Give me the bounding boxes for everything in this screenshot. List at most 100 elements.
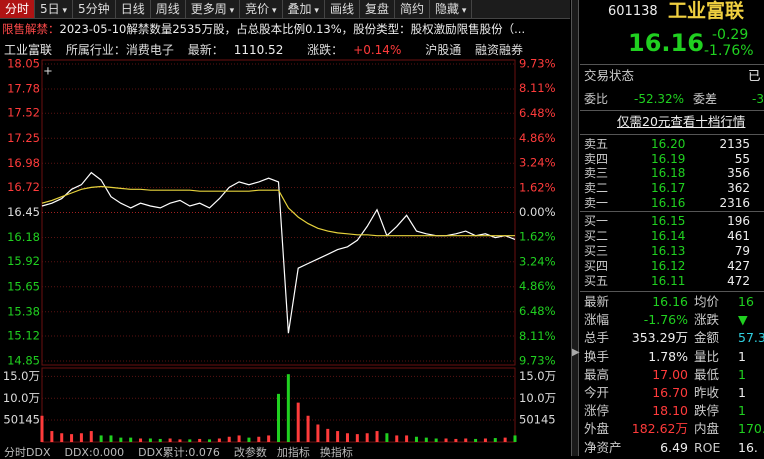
stat-label: ROE bbox=[694, 439, 721, 455]
promo-link[interactable]: 仅需20元查看十档行情 bbox=[617, 114, 746, 129]
y2-tick-label: 9.73% bbox=[519, 57, 556, 71]
volume-bar bbox=[129, 437, 133, 442]
y2-tick-label: 3.24% bbox=[519, 156, 556, 170]
toolbar: 分时 5日 ▾ 5分钟 日线 周线 更多周 ▾ 竞价 ▾ 叠加 ▾ 画线 复盘 简约 隐藏 ▾ bbox=[0, 0, 570, 19]
indicator-item: DDX累计:0.076 bbox=[138, 446, 220, 459]
y2-tick-label: 6.48% bbox=[519, 106, 556, 120]
tag[interactable]: 融资融券 bbox=[475, 43, 524, 57]
indicator-item[interactable]: 改参数 bbox=[233, 446, 267, 459]
plot-border bbox=[41, 367, 516, 443]
series-line bbox=[41, 171, 516, 334]
chart-header: 工业富联 所属行业：消费电子 最新： 1110.52 涨跌： +0.14% 沪股通 … bbox=[4, 44, 533, 56]
splitter[interactable] bbox=[571, 0, 579, 456]
volume-bar bbox=[355, 434, 359, 442]
tab[interactable]: 周线 bbox=[151, 0, 186, 18]
cursor: + bbox=[43, 64, 53, 78]
book-price: 16.12 bbox=[651, 259, 686, 273]
y2-tick-label: 0.00% bbox=[519, 205, 556, 219]
dropdown-arrow: ▾ bbox=[269, 6, 277, 16]
tab[interactable]: 分时 bbox=[0, 0, 36, 18]
y-tick-label: 15.65 bbox=[7, 279, 40, 293]
indicator-item[interactable]: 加指标 bbox=[276, 446, 310, 459]
tab[interactable]: 简约 bbox=[395, 0, 430, 18]
weibi-label: 委比 bbox=[584, 92, 609, 106]
index-latest: 最新： 1110.52 bbox=[188, 43, 294, 57]
tag[interactable]: 沪股通 bbox=[425, 43, 462, 57]
divider bbox=[580, 134, 764, 135]
tab[interactable]: 隐藏 ▾ bbox=[430, 0, 473, 18]
stat-label: 均价 bbox=[694, 294, 720, 309]
weidiff-value: -3 bbox=[752, 92, 764, 106]
stat-value: 182.62万 bbox=[631, 421, 688, 437]
tab[interactable]: 叠加 ▾ bbox=[283, 0, 325, 18]
dropdown-arrow: ▾ bbox=[311, 6, 319, 16]
indicator-item[interactable]: 换指标 bbox=[319, 446, 353, 459]
y2-tick-label: 6.48% bbox=[519, 304, 556, 318]
stat-value: 353.29万 bbox=[631, 330, 688, 346]
y-tick-label: 10.0万 bbox=[3, 391, 40, 405]
y-tick-label: 17.52 bbox=[7, 106, 40, 120]
volume-bar bbox=[434, 438, 438, 442]
book-level: 买四 bbox=[584, 259, 609, 273]
book-level: 买三 bbox=[584, 244, 609, 258]
volume-bar bbox=[405, 435, 409, 442]
volume-bar bbox=[424, 437, 428, 442]
book-price: 16.14 bbox=[651, 229, 686, 243]
y-tick-label: 15.12 bbox=[7, 328, 40, 342]
series-line bbox=[41, 185, 515, 237]
book-price: 16.11 bbox=[651, 274, 686, 288]
book-level: 买五 bbox=[584, 274, 609, 288]
quote-price: 16.16 bbox=[628, 29, 704, 57]
dropdown-arrow: ▾ bbox=[226, 6, 235, 16]
status-value: 已 bbox=[748, 68, 761, 83]
stat-label: 跌停 bbox=[694, 403, 720, 419]
book-price: 16.16 bbox=[651, 196, 686, 210]
tab[interactable]: 复盘 bbox=[360, 0, 395, 18]
quote-code: 601138 bbox=[608, 4, 658, 19]
book-level: 卖一 bbox=[584, 196, 609, 210]
divider bbox=[580, 110, 764, 111]
indicator-item: DDX:0.000 bbox=[64, 446, 125, 459]
volume-bar bbox=[139, 438, 143, 442]
y2-tick-label: 8.11% bbox=[519, 81, 556, 95]
y-tick-label: 17.25 bbox=[7, 131, 40, 145]
book-price: 16.17 bbox=[651, 181, 686, 195]
collapse-arrow[interactable]: ▶ bbox=[572, 347, 580, 358]
volume-bar bbox=[474, 438, 478, 442]
y-tick-label: 15.0万 bbox=[3, 369, 40, 383]
volume-bar bbox=[286, 374, 290, 442]
volume-bar bbox=[345, 433, 349, 442]
volume-bar bbox=[217, 438, 221, 442]
volume-bar bbox=[336, 431, 340, 442]
volume-bar bbox=[267, 435, 271, 442]
tab[interactable]: 日线 bbox=[116, 0, 151, 18]
y-tick-label: 16.98 bbox=[7, 156, 40, 170]
book-level: 卖五 bbox=[584, 137, 609, 151]
y-tick-label: 15.38 bbox=[7, 304, 40, 318]
book-volume: 472 bbox=[727, 274, 750, 288]
book-level: 卖三 bbox=[584, 166, 609, 180]
stat-value: -1.76% bbox=[643, 312, 688, 328]
quote-pct: -1.76% bbox=[704, 43, 754, 59]
volume-bar bbox=[50, 431, 54, 442]
book-volume: 427 bbox=[727, 259, 750, 273]
volume-bar bbox=[375, 431, 379, 442]
volume-bar bbox=[277, 393, 280, 442]
stat-value: 57.3 bbox=[738, 330, 764, 346]
book-volume: 2316 bbox=[719, 196, 750, 210]
y2-tick-label: 15.0万 bbox=[519, 369, 556, 383]
tab[interactable]: 更多周 ▾ bbox=[186, 0, 241, 18]
tab[interactable]: 5日 ▾ bbox=[35, 0, 74, 18]
stat-label: 净资产 bbox=[584, 439, 622, 455]
divider bbox=[580, 211, 764, 212]
stat-value: 1 bbox=[738, 403, 746, 419]
volume-bar bbox=[178, 439, 182, 442]
book-volume: 356 bbox=[727, 166, 750, 180]
volume-bar bbox=[40, 415, 44, 442]
stat-value: 16.16 bbox=[652, 294, 688, 309]
tab[interactable]: 5分钟 bbox=[73, 0, 116, 18]
tab[interactable]: 竞价 ▾ bbox=[240, 0, 283, 18]
value: +0.14% bbox=[353, 43, 402, 57]
stat-value: 1 bbox=[738, 385, 746, 400]
tab[interactable]: 画线 bbox=[325, 0, 360, 18]
